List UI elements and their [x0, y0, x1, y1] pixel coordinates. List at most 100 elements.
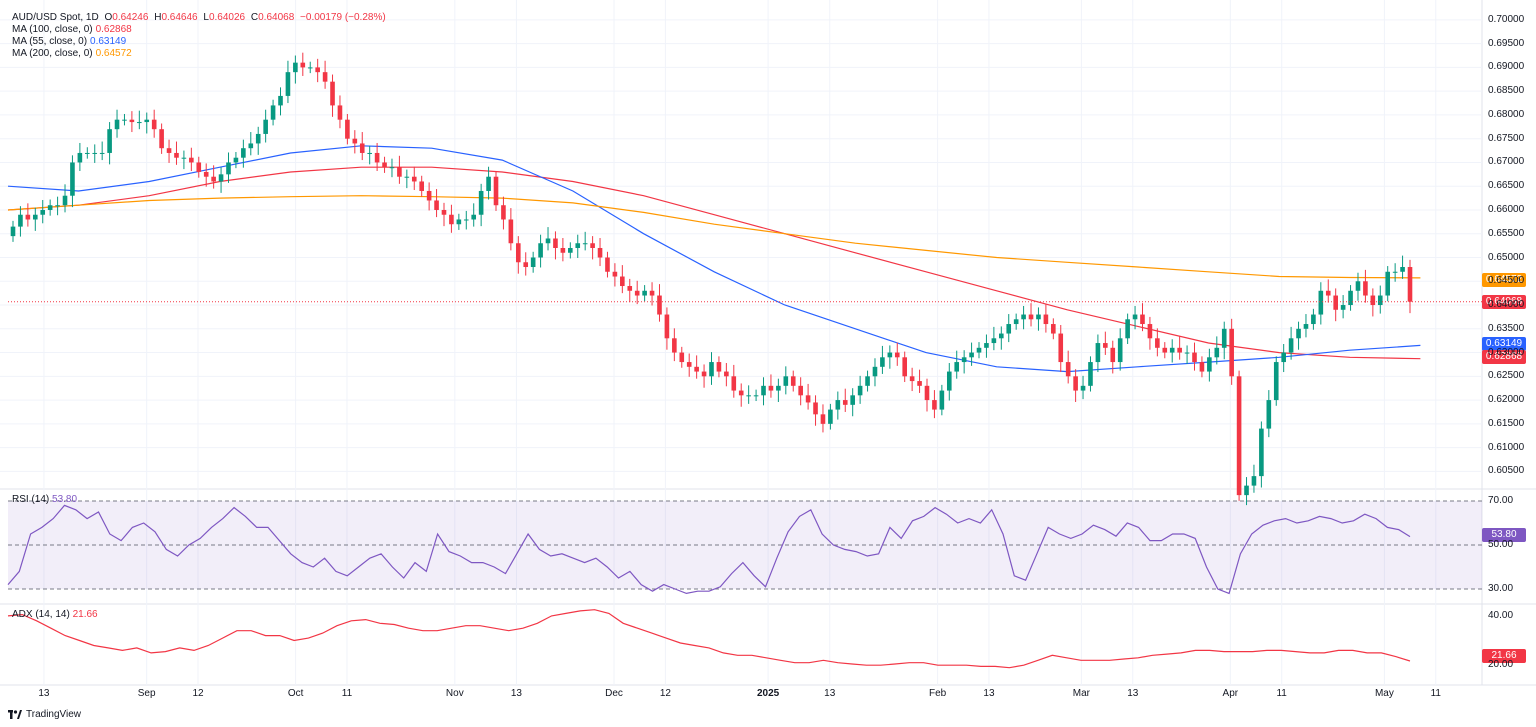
candle-down — [932, 400, 937, 410]
last-price-badge: 0.64068 — [1482, 295, 1526, 309]
candle-up — [1080, 385, 1086, 391]
candle-down — [1073, 376, 1078, 391]
candle-up — [307, 67, 313, 69]
candle-up — [991, 338, 997, 344]
time-tick-label: 12 — [659, 688, 671, 699]
candle-down — [1110, 347, 1116, 363]
candle-up — [880, 357, 885, 367]
candle-up — [478, 190, 484, 215]
candle-down — [1051, 324, 1056, 334]
candle-up — [1296, 328, 1301, 339]
candle-down — [657, 295, 662, 315]
candle-down — [25, 214, 31, 220]
candle-up — [998, 333, 1004, 339]
candle-up — [99, 152, 105, 154]
candle-up — [776, 385, 781, 391]
candle-up — [1251, 476, 1257, 486]
candle-up — [969, 352, 974, 358]
candle-down — [701, 371, 707, 377]
price-tick-label: 0.63500 — [1488, 322, 1525, 334]
candle-up — [1095, 343, 1101, 363]
candle-up — [746, 395, 751, 397]
candle-up — [1303, 324, 1309, 329]
candle-up — [954, 362, 960, 372]
candle-down — [189, 157, 194, 163]
candle-up — [404, 176, 410, 178]
candle-up — [181, 157, 187, 159]
candle-down — [620, 276, 625, 287]
candle-down — [768, 385, 774, 391]
rsi-tick-label: 70.00 — [1488, 495, 1514, 506]
candle-down — [449, 214, 454, 225]
candle-up — [582, 243, 588, 245]
candle-down — [300, 62, 306, 68]
brand-name: TradingView — [26, 709, 82, 720]
candle-down — [1325, 290, 1331, 296]
candle-up — [783, 376, 789, 386]
candle-up — [857, 385, 863, 396]
candle-down — [672, 338, 677, 353]
rsi-legend[interactable]: RSI (14) 53.80 — [12, 494, 77, 505]
candle-up — [1221, 328, 1227, 348]
ma100-legend[interactable]: MA (100, close, 0) 0.62868 — [12, 24, 135, 35]
candle-down — [159, 129, 164, 149]
candle-up — [1400, 267, 1405, 272]
candle-up — [40, 209, 46, 215]
price-tick-label: 0.62000 — [1488, 394, 1525, 406]
candle-down — [166, 148, 172, 153]
candle-down — [322, 72, 328, 82]
candle-down — [523, 262, 529, 268]
candle-down — [501, 205, 506, 220]
candle-down — [909, 376, 915, 382]
adx-legend[interactable]: ADX (14, 14) 21.66 — [12, 609, 98, 620]
price-tick-label: 0.67000 — [1488, 156, 1525, 168]
candles — [10, 52, 1413, 506]
candle-down — [411, 176, 417, 182]
ma200-line — [7, 195, 1421, 279]
candle-up — [976, 347, 982, 353]
candle-down — [129, 119, 135, 123]
candle-down — [694, 366, 699, 372]
rsi-value: 53.80 — [52, 494, 78, 505]
time-tick-label: 13 — [1127, 688, 1139, 699]
candle-up — [107, 129, 112, 153]
time-tick-label: 11 — [1276, 688, 1287, 699]
ma200-legend[interactable]: MA (200, close, 0) 0.64572 — [12, 48, 135, 59]
candle-up — [1273, 362, 1279, 401]
rsi-line — [7, 504, 1411, 595]
candle-down — [649, 290, 655, 296]
candle-up — [1288, 338, 1294, 353]
ma55-legend[interactable]: MA (55, close, 0) 0.63149 — [12, 36, 129, 47]
price-tick-label: 0.64000 — [1488, 299, 1525, 311]
candle-up — [1355, 281, 1361, 291]
candle-down — [605, 257, 610, 272]
price-tick-label: 0.60500 — [1488, 465, 1525, 477]
time-tick-label: 13 — [510, 688, 522, 699]
candle-up — [887, 352, 893, 358]
candle-up — [1088, 362, 1093, 386]
time-tick-label: Feb — [928, 688, 947, 699]
candle-up — [1184, 352, 1190, 354]
close-label: C — [250, 12, 259, 23]
time-tick-label: 2025 — [756, 688, 780, 699]
candle-down — [203, 171, 209, 177]
candle-up — [218, 174, 224, 182]
adx-line — [7, 609, 1411, 669]
candle-up — [1036, 314, 1041, 320]
candle-up — [255, 133, 261, 144]
candle-up — [486, 176, 491, 191]
candle-down — [724, 371, 729, 377]
candle-down — [790, 376, 796, 386]
candle-up — [1021, 314, 1026, 320]
tradingview-logo[interactable]: TradingView — [8, 709, 81, 720]
candle-down — [1199, 362, 1205, 372]
candle-up — [1244, 485, 1249, 496]
high-value: 0.64646 — [161, 12, 198, 23]
candle-down — [1043, 314, 1049, 325]
rsi-badge: 53.80 — [1482, 528, 1526, 542]
candle-down — [1370, 295, 1376, 306]
time-tick-label: May — [1374, 688, 1394, 699]
candle-down — [382, 162, 387, 168]
candle-down — [590, 243, 595, 248]
